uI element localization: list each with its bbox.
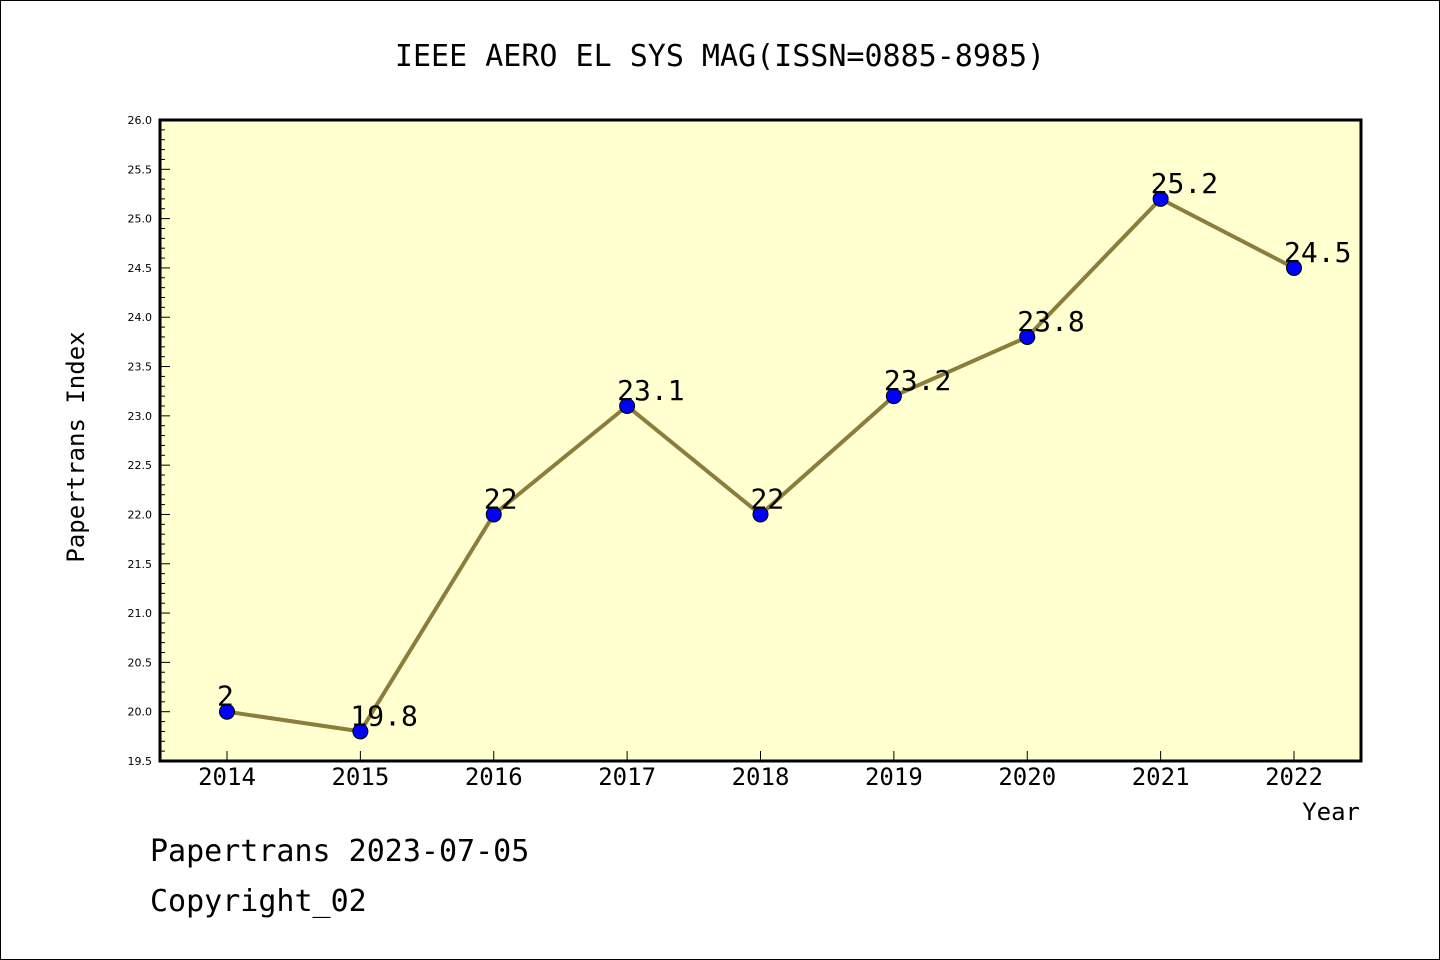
x-tick-label: 2020 [998,763,1056,791]
data-labels: 2 19.8 22 23.1 22 23.2 23.8 25.2 24.5 [217,167,1351,733]
data-point [752,506,769,523]
x-tick-label: 2017 [598,763,656,791]
x-tick-label: 2014 [198,763,256,791]
data-label: 22 [751,482,785,515]
x-tick-label: 2015 [331,763,389,791]
x-tick-label: 2019 [865,763,923,791]
y-tick-label: 22.5 [128,459,153,472]
data-label: 23.1 [617,374,684,407]
y-tick-label: 20.5 [128,656,153,669]
y-tick-label: 21.0 [128,607,153,620]
plot-area [158,118,1363,763]
data-label: 25.2 [1151,167,1218,200]
x-axis: 2014 2015 2016 2017 2018 2019 2020 2021 2022 [198,751,1323,791]
y-tick-label: 23.0 [128,410,153,423]
y-axis-label: Papertrans Index [62,331,90,562]
data-point [485,506,502,523]
y-tick-label: 24.0 [128,311,153,324]
y-tick-label: 25.0 [128,213,153,226]
data-markers [219,190,1302,740]
data-point [885,388,902,405]
footer-source: Papertrans 2023-07-05 [150,834,530,869]
data-label: 19.8 [350,699,417,732]
data-label: 2 [217,680,234,713]
data-point [1152,190,1169,207]
y-tick-label: 20.0 [128,706,153,719]
chart-title: IEEE AERO EL SYS MAG(ISSN=0885-8985) [395,39,1045,74]
y-tick-label: 25.5 [128,163,153,176]
footer-copyright: Copyright_02 [150,884,367,919]
data-point [352,723,369,740]
x-tick-label: 2021 [1132,763,1190,791]
y-tick-label: 19.5 [128,755,153,768]
x-axis-label: Year [1302,798,1360,826]
data-label: 24.5 [1284,236,1351,269]
y-tick-label: 21.5 [128,558,153,571]
data-point [619,397,636,414]
x-tick-label: 2016 [465,763,523,791]
y-axis: 19.5 20.0 20.5 21.0 21.5 22.0 22.5 23.0 23.5 24.0… [128,114,170,768]
x-tick-label: 2022 [1265,763,1323,791]
data-point [219,703,235,720]
x-tick-label: 2018 [732,763,790,791]
y-tick-label: 22.0 [128,508,153,521]
y-tick-label: 23.5 [128,361,153,374]
y-tick-label: 24.5 [128,262,153,275]
data-point [1286,259,1302,276]
data-label: 22 [484,482,518,515]
data-label: 23.2 [884,364,951,397]
data-label: 23.8 [1017,305,1084,338]
data-point [1019,328,1036,345]
y-tick-label: 26.0 [128,114,153,127]
